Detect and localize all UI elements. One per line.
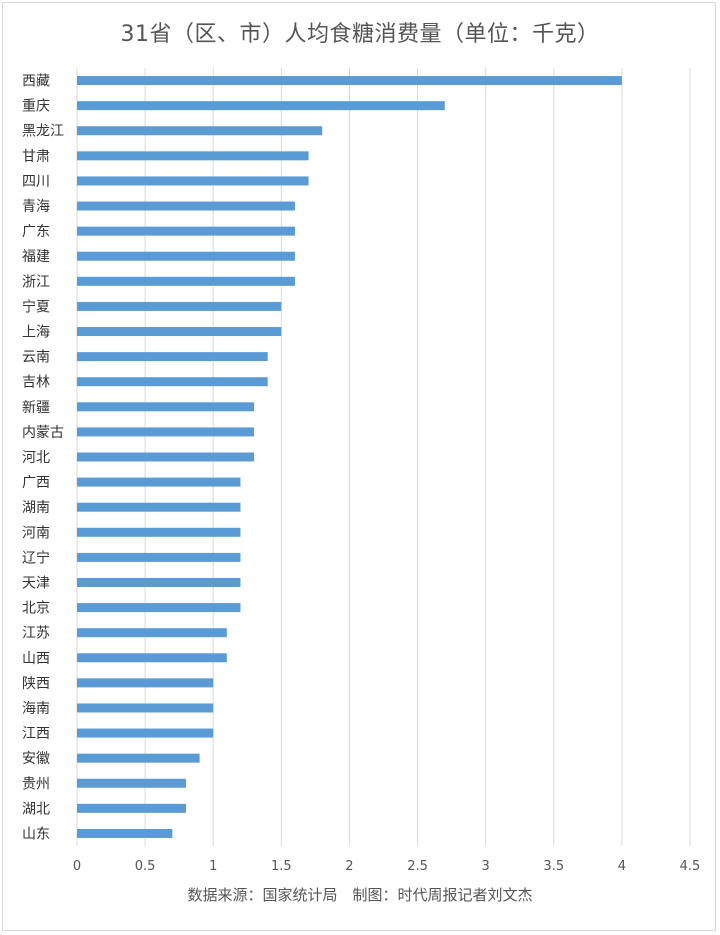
- source-note: 数据来源：国家统计局 制图：时代周报记者刘文杰: [187, 886, 533, 904]
- category-label: 广东: [22, 224, 50, 240]
- bar-26: [77, 703, 214, 713]
- category-label: 山西: [22, 651, 50, 667]
- category-label: 江苏: [22, 626, 50, 642]
- bar-13: [77, 377, 268, 387]
- x-tick-label: 1: [209, 859, 217, 874]
- bars: [77, 76, 622, 838]
- bar-11: [77, 327, 282, 337]
- category-labels: 西藏重庆黑龙江甘肃四川青海广东福建浙江宁夏上海云南吉林新疆内蒙古河北广西湖南河南…: [22, 74, 64, 843]
- bar-2: [77, 101, 445, 111]
- category-label: 上海: [22, 325, 50, 341]
- category-label: 宁夏: [22, 298, 50, 315]
- bar-16: [77, 452, 255, 462]
- category-label: 四川: [22, 174, 50, 190]
- x-tick-label: 2: [345, 859, 353, 874]
- bar-5: [77, 176, 309, 186]
- bar-8: [77, 251, 295, 261]
- category-label: 黑龙江: [22, 124, 64, 140]
- bar-6: [77, 201, 295, 211]
- category-label: 天津: [22, 575, 50, 591]
- category-label: 新疆: [22, 400, 50, 416]
- bar-30: [77, 803, 186, 813]
- category-label: 陕西: [22, 676, 50, 692]
- category-label: 内蒙古: [22, 425, 64, 441]
- bar-24: [77, 653, 227, 663]
- category-label: 安徽: [22, 751, 50, 767]
- bar-7: [77, 226, 295, 236]
- category-label: 广西: [22, 475, 50, 491]
- bar-1: [77, 76, 622, 86]
- bar-17: [77, 477, 241, 487]
- category-label: 重庆: [22, 99, 50, 115]
- category-label: 浙江: [22, 274, 50, 290]
- category-label: 河北: [22, 450, 50, 466]
- bar-23: [77, 628, 227, 638]
- category-label: 云南: [22, 350, 50, 366]
- bar-3: [77, 126, 323, 136]
- bar-27: [77, 728, 214, 738]
- bar-20: [77, 552, 241, 562]
- category-label: 贵州: [22, 776, 50, 792]
- bar-25: [77, 678, 214, 688]
- bar-9: [77, 276, 295, 286]
- x-tick-label: 4.5: [680, 859, 701, 874]
- x-tick-label: 3.5: [543, 859, 564, 874]
- category-label: 北京: [22, 601, 50, 617]
- chart-title: 31省（区、市）人均食糖消费量（单位：千克）: [120, 22, 600, 47]
- bar-31: [77, 828, 173, 838]
- bar-19: [77, 527, 241, 537]
- category-label: 海南: [22, 701, 50, 717]
- bar-22: [77, 603, 241, 613]
- category-label: 湖南: [22, 500, 50, 516]
- bar-29: [77, 778, 186, 788]
- category-label: 湖北: [22, 801, 50, 817]
- category-label: 青海: [22, 199, 50, 215]
- category-label: 河南: [22, 525, 50, 541]
- bar-12: [77, 352, 268, 362]
- category-label: 江西: [22, 726, 50, 742]
- bar-18: [77, 502, 241, 512]
- bar-4: [77, 151, 309, 161]
- bar-21: [77, 577, 241, 587]
- category-label: 甘肃: [22, 149, 50, 165]
- bar-10: [77, 301, 282, 311]
- x-tick-label: 4: [618, 859, 626, 874]
- category-label: 辽宁: [22, 549, 50, 566]
- category-label: 福建: [22, 249, 50, 265]
- category-label: 西藏: [22, 74, 50, 90]
- x-tick-label: 3: [482, 859, 490, 874]
- category-label: 山东: [22, 826, 50, 842]
- x-tick-label: 1.5: [271, 859, 292, 874]
- x-tick-labels: 0 0.5 1 1.5 2 2.5 3 3.5 4 4.5: [73, 859, 700, 874]
- x-tick-label: 2.5: [407, 859, 428, 874]
- x-tick-label: 0.5: [135, 859, 156, 874]
- category-label: 吉林: [22, 375, 50, 391]
- bar-14: [77, 402, 255, 412]
- bar-28: [77, 753, 200, 763]
- x-tick-label: 0: [73, 859, 81, 874]
- bar-15: [77, 427, 255, 437]
